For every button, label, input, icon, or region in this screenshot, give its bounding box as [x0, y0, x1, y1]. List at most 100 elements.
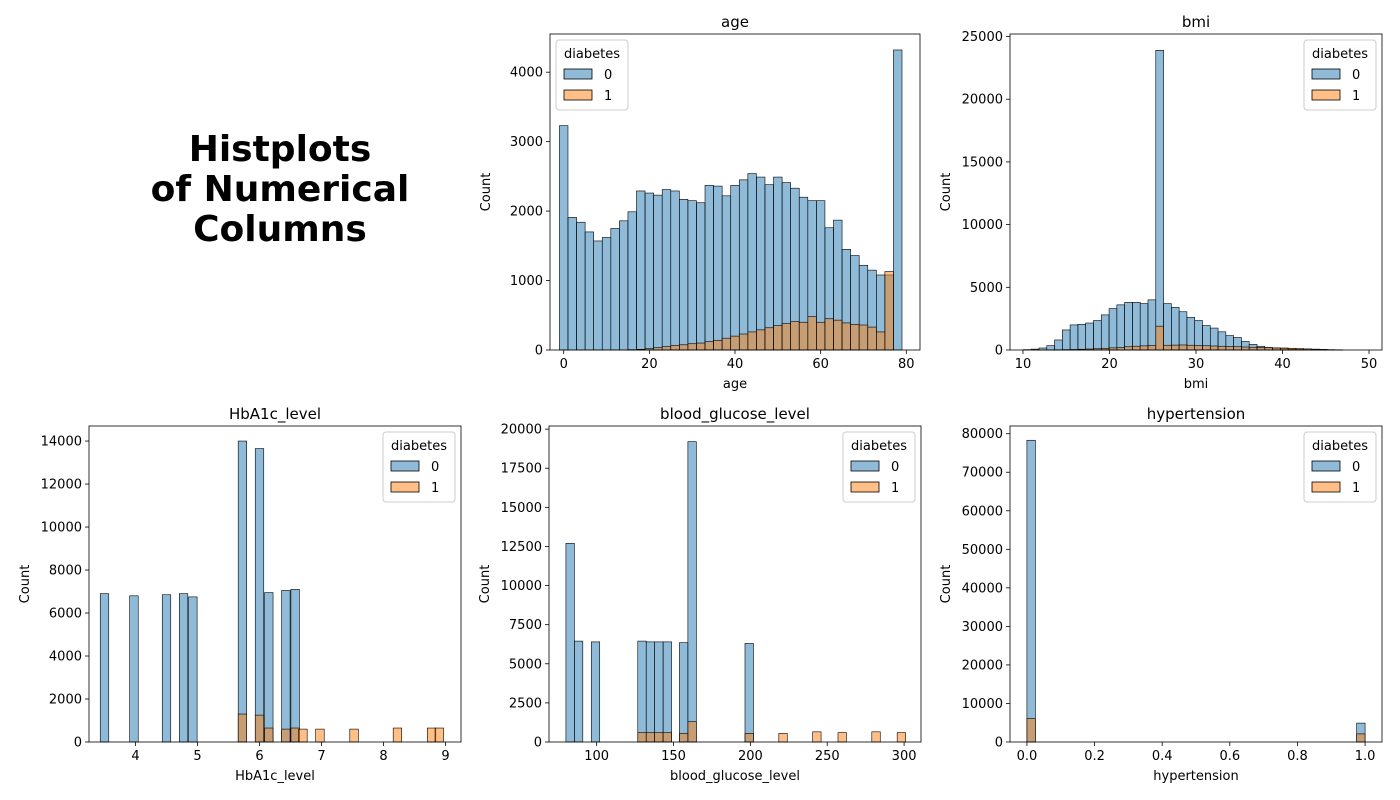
bar-HbA1c_level-series-0-3	[178, 593, 189, 743]
bar-age-series-1-29	[807, 316, 817, 351]
legend-swatch-1	[390, 481, 420, 493]
x-tick-label: 0.0	[1017, 749, 1038, 764]
bar-bmi-series-1-21	[1186, 344, 1196, 351]
bar-HbA1c_level-series-0-9	[290, 589, 300, 743]
bar-age-series-0-13	[670, 190, 680, 351]
bar-bmi-series-0-12	[1116, 304, 1125, 351]
legend-title: diabetes	[1312, 439, 1368, 454]
bar-age-series-0-7	[619, 220, 629, 351]
bar-age-series-1-37	[876, 331, 886, 351]
x-tick-label: 4	[131, 749, 139, 764]
figure-title-line-2: of Numerical	[150, 169, 410, 210]
x-tick-label: 1.0	[1355, 749, 1376, 764]
x-tick-label: 100	[584, 749, 609, 764]
y-axis-label: Count	[939, 565, 954, 604]
figure-title: Histplots of Numerical Columns	[140, 130, 420, 250]
bar-hypertension-series-1-0	[1026, 718, 1036, 743]
bar-age-series-0-5	[601, 237, 612, 351]
bar-age-series-0-21	[738, 179, 749, 351]
bar-age-series-1-24	[764, 327, 774, 351]
bar-age-series-1-25	[773, 325, 783, 351]
bar-age-series-0-6	[610, 228, 620, 351]
x-tick-label: 250	[815, 749, 840, 764]
bar-age-series-1-14	[679, 344, 689, 351]
legend-swatch-0	[1311, 68, 1341, 80]
y-tick-label: 12500	[501, 540, 542, 555]
x-tick-label: 6	[255, 749, 263, 764]
bar-bmi-series-1-22	[1194, 345, 1203, 351]
y-axis-label: Count	[479, 173, 494, 212]
bar-bmi-series-1-28	[1241, 346, 1250, 351]
bar-blood_glucose_level-series-1-6	[744, 733, 754, 743]
x-tick-label: 0.4	[1152, 749, 1173, 764]
bar-blood_glucose_level-series-0-4	[645, 641, 655, 743]
chart-panel-blood-glucose-level: 0250050007500100001250015000175002000010…	[478, 405, 922, 784]
bar-HbA1c_level-series-0-6	[254, 448, 265, 743]
bar-bmi-series-1-24	[1209, 345, 1219, 351]
y-tick-label: 15000	[962, 155, 1003, 170]
figure-title-line-3: Columns	[193, 209, 367, 250]
bar-age-series-1-19	[721, 337, 732, 351]
x-tick-label: 5	[193, 749, 201, 764]
legend-title: diabetes	[851, 439, 907, 454]
y-tick-label: 25000	[962, 30, 1003, 45]
bar-HbA1c_level-series-0-5	[237, 440, 248, 743]
bar-blood_glucose_level-series-1-9	[837, 732, 847, 743]
bar-age-series-0-15	[687, 200, 697, 351]
bar-blood_glucose_level-series-0-3	[637, 640, 647, 743]
bar-age-series-1-22	[747, 331, 757, 351]
x-tick-label: 60	[812, 357, 829, 372]
bar-blood_glucose_level-series-0-2	[590, 641, 601, 743]
x-tick-label: 20	[641, 357, 658, 372]
x-tick-label: 30	[1188, 357, 1205, 372]
bar-bmi-series-1-13	[1124, 346, 1133, 351]
x-tick-label: 10	[1015, 357, 1032, 372]
bar-bmi-series-1-23	[1202, 345, 1211, 351]
bar-bmi-series-1-15	[1139, 345, 1149, 351]
x-tick-label: 0.8	[1287, 749, 1308, 764]
bar-bmi-series-1-16	[1147, 345, 1157, 351]
chart-title: bmi	[1182, 13, 1210, 31]
bar-blood_glucose_level-series-0-9	[744, 643, 754, 743]
bar-age-series-1-15	[687, 343, 697, 351]
x-axis-label: HbA1c_level	[235, 769, 315, 784]
bar-HbA1c_level-series-1-3	[281, 728, 291, 743]
y-tick-label: 0	[74, 736, 82, 751]
bar-HbA1c_level-series-1-10	[434, 727, 444, 743]
bar-blood_glucose_level-series-1-11	[896, 732, 906, 743]
y-tick-label: 3000	[510, 135, 543, 150]
bar-age-series-0-2	[576, 221, 586, 351]
legend-label-1: 1	[431, 481, 439, 496]
legend-label-1: 1	[604, 89, 612, 104]
bar-age-series-0-24	[764, 184, 774, 351]
plot-frame	[1009, 425, 1383, 743]
y-tick-label: 2500	[509, 696, 542, 711]
x-axis-label: blood_glucose_level	[670, 769, 800, 784]
bar-bmi-series-0-11	[1108, 308, 1118, 351]
bar-bmi-series-0-7	[1077, 323, 1087, 351]
legend: diabetes 0 1	[1303, 431, 1377, 503]
y-tick-label: 0	[535, 344, 543, 359]
bar-age-series-1-26	[781, 323, 791, 351]
bar-age-series-0-11	[653, 194, 663, 351]
bar-age-series-1-21	[738, 333, 749, 351]
y-axis-label: Count	[478, 565, 493, 604]
y-tick-label: 30000	[962, 620, 1003, 635]
x-tick-label: 50	[1361, 357, 1378, 372]
legend-label-0: 0	[1352, 68, 1360, 83]
bar-bmi-series-1-26	[1225, 346, 1234, 351]
bar-age-series-0-25	[773, 176, 783, 351]
bar-age-series-0-22	[747, 173, 757, 351]
bar-age-series-0-10	[644, 192, 654, 351]
bar-hypertension-series-0-0	[1026, 439, 1036, 743]
bar-age-series-1-34	[850, 323, 860, 351]
legend-label-1: 1	[1352, 89, 1360, 104]
bar-bmi-series-0-13	[1124, 302, 1133, 351]
y-tick-label: 17500	[501, 462, 542, 477]
x-tick-label: 8	[379, 749, 387, 764]
bar-age-series-1-36	[867, 326, 877, 351]
bar-age-series-1-20	[730, 335, 740, 351]
chart-title: HbA1c_level	[229, 405, 321, 424]
bar-HbA1c_level-series-0-8	[281, 590, 291, 743]
bar-age-series-1-23	[756, 329, 766, 351]
